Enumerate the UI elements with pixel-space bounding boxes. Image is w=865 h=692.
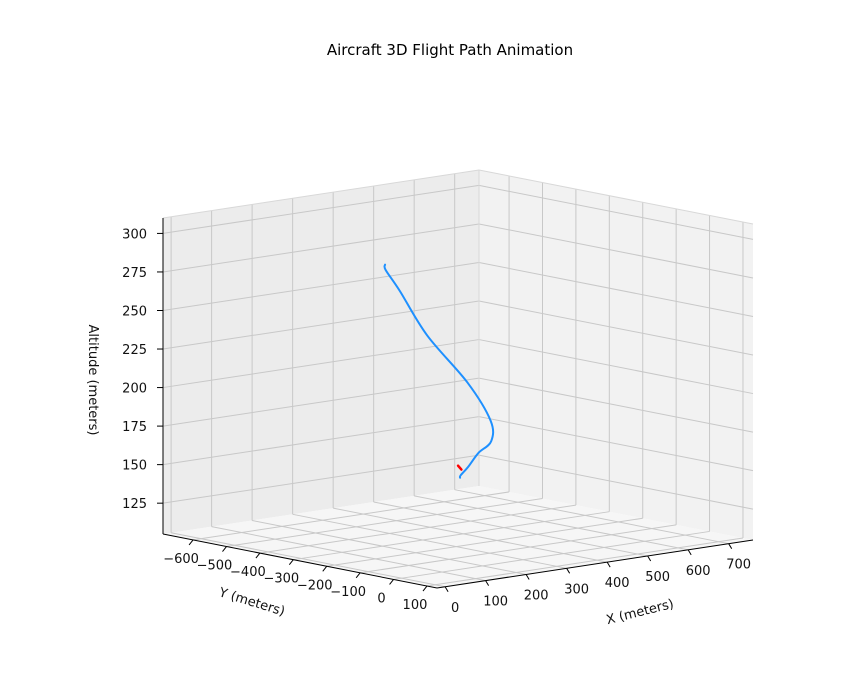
grid-line [162, 184, 480, 234]
grid-line [162, 377, 480, 427]
back-pane-y [163, 170, 479, 534]
grid-line [373, 501, 648, 557]
grid-line [426, 537, 744, 587]
x-tick-mark [687, 549, 692, 556]
z-tick-label: 200 [122, 382, 147, 397]
z-tick-label: 175 [122, 420, 147, 435]
z-tick-label: 150 [122, 459, 147, 474]
x-axis-line [436, 539, 754, 589]
grid-line [478, 184, 754, 240]
y-tick-label: −400 [230, 565, 266, 580]
y-tick-mark [255, 552, 261, 559]
x-tick-label: 500 [645, 570, 670, 585]
grid-line [292, 513, 567, 569]
z-axis-label: Altitude (meters) [85, 325, 100, 436]
axis-lines [157, 169, 754, 593]
x-tick-mark [647, 555, 652, 562]
y-axis-line [162, 533, 438, 589]
grid-line [478, 454, 754, 510]
y-tick-label: −300 [263, 572, 299, 587]
x-tick-mark [566, 568, 571, 574]
z-tick-label: 250 [122, 304, 147, 319]
flight-path-line [383, 263, 495, 479]
x-tick-label: 300 [564, 582, 589, 597]
grid-line [454, 489, 729, 545]
grid-line [162, 223, 480, 273]
chart-title: Aircraft 3D Flight Path Animation [327, 41, 573, 59]
grid-line [162, 339, 480, 389]
grid-line [259, 504, 576, 554]
x-tick-mark [485, 580, 490, 586]
y-tick-mark [322, 565, 328, 572]
x-tick-mark [728, 543, 733, 549]
pane-edge [162, 169, 480, 219]
grid-line [252, 519, 527, 575]
y-tick-mark [288, 559, 294, 565]
x-tick-mark [525, 574, 530, 580]
x-tick-label: 200 [524, 588, 549, 603]
grid-line [478, 377, 754, 433]
grid-line [162, 454, 480, 504]
grid-line [333, 507, 608, 563]
grid-line [478, 223, 754, 279]
z-tick-label: 275 [122, 266, 147, 281]
x-tick-label: 400 [605, 576, 630, 591]
flight-path-series [383, 263, 495, 479]
grid-line [478, 261, 754, 317]
z-tick-label: 125 [122, 497, 147, 512]
grid-line [414, 495, 689, 551]
z-tick-label: 300 [122, 227, 147, 242]
grid-line [226, 498, 543, 548]
y-tick-mark [222, 546, 227, 552]
y-tick-mark [422, 585, 428, 592]
y-tick-label: −500 [197, 559, 233, 574]
x-tick-label: 700 [726, 558, 751, 573]
y-tick-mark [188, 539, 194, 546]
grid-line [192, 491, 510, 541]
axes-panes [163, 170, 753, 588]
y-tick-label: −100 [330, 585, 366, 600]
tick-labels: 0 100 200 300 400 500 600 700 −600−500−400−300−2… [122, 227, 751, 615]
grid-line [393, 530, 710, 580]
grid-line [478, 300, 754, 356]
x-tick-mark [606, 561, 611, 568]
x-tick-label: 100 [483, 595, 508, 610]
back-pane-x [479, 170, 753, 540]
y-tick-label: 100 [403, 598, 428, 613]
y-tick-mark [355, 572, 361, 579]
grid-line [171, 532, 446, 588]
y-tick-label: −600 [163, 552, 199, 567]
grid-line [162, 261, 480, 311]
floor-pane [163, 486, 753, 588]
y-tick-label: −200 [297, 578, 333, 593]
grid-line [162, 300, 480, 350]
pane-edge [478, 169, 754, 225]
grid-line [326, 517, 643, 567]
x-tick-label: 0 [451, 601, 459, 616]
grid-line [293, 511, 610, 561]
y-tick-mark [389, 579, 394, 585]
grid-lines [162, 173, 754, 588]
grid-line [162, 416, 480, 466]
grid-line [478, 339, 754, 395]
grid-line [478, 416, 754, 472]
z-tick-label: 225 [122, 343, 147, 358]
grid-line [211, 526, 486, 582]
grid-line [360, 524, 677, 574]
y-tick-label: 0 [377, 591, 385, 606]
x-tick-label: 600 [686, 564, 711, 579]
x-tick-mark [444, 586, 449, 593]
aircraft-marker-line [456, 464, 463, 471]
